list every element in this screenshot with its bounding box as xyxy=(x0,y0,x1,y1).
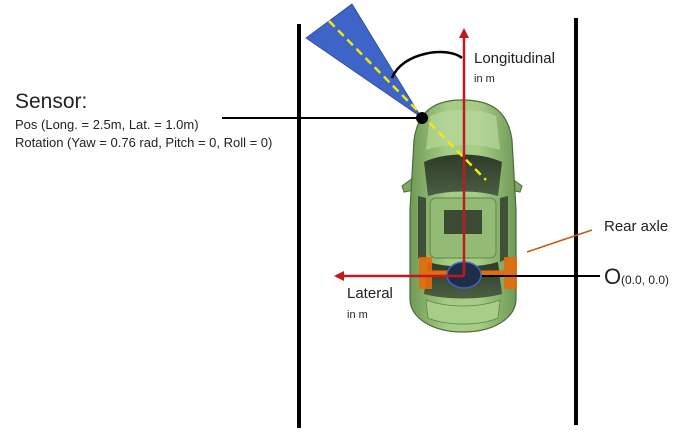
sensor-fov-cone xyxy=(305,3,422,118)
rear-axle-pointer xyxy=(526,229,593,253)
sensor-rotation-text: Rotation (Yaw = 0.76 rad, Pitch = 0, Rol… xyxy=(15,135,272,150)
car-top-view xyxy=(401,99,523,333)
sensor-position-text: Pos (Long. = 2.5m, Lat. = 1.0m) xyxy=(15,117,199,132)
longitudinal-axis-label: Longitudinal xyxy=(474,50,555,67)
sensor-direction-ray xyxy=(328,20,487,181)
yaw-angle-arc xyxy=(390,50,463,79)
origin-coordinates: (0.0, 0.0) xyxy=(621,273,669,287)
sensor-point xyxy=(416,112,428,124)
lateral-axis-label: Lateral xyxy=(347,285,393,302)
lateral-axis-unit: in m xyxy=(347,309,368,321)
rear-axle-label: Rear axle xyxy=(604,218,668,235)
longitudinal-axis-unit: in m xyxy=(474,73,495,85)
sensor-heading: Sensor: xyxy=(15,90,87,113)
origin-letter: O xyxy=(604,264,621,289)
